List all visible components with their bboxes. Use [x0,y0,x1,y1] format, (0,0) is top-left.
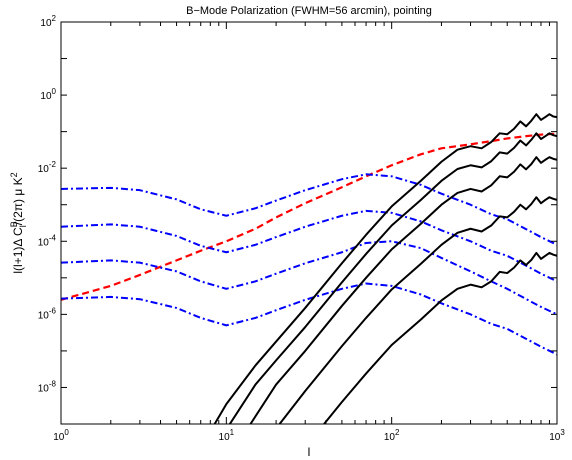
ticks-layer: 100 101 102 103 10-8 10-6 10-4 10-2 100 102 [38,14,566,443]
x-tick-label: 101 [219,428,235,443]
y-tick-label: 10-8 [38,379,57,394]
x-tick-label: 102 [384,428,400,443]
series-line-black-solid-9 [323,251,557,424]
y-axis-label-part2: /(2π) μ K [11,177,25,225]
series-line-blue-dashdot-3 [61,240,557,316]
y-axis-label-part1: l(l+1) [11,247,25,274]
y-axis-label: l(l+1)Δ CBl/(2π) μ K2 [9,172,28,273]
series-line-blue-dashdot-1 [61,173,557,246]
chart-title: B−Mode Polarization (FWHM=56 arcmin), po… [186,5,432,17]
series-line-black-solid-7 [249,156,557,424]
y-axis-label-sup: B [9,221,19,227]
y-tick-label: 10-4 [38,233,57,248]
y-tick-label: 102 [40,14,56,29]
y-axis-label-delta: Δ C [11,227,25,247]
y-tick-label: 100 [40,87,56,102]
y-tick-label: 10-6 [38,306,57,321]
series-line-black-solid-8 [278,196,557,424]
series-line-blue-dashdot-2 [61,209,557,283]
y-axis-label-sq: 2 [9,172,19,177]
y-axis-label-sub: l [18,225,28,227]
series-line-black-solid-5 [213,113,557,424]
x-axis-label: l [308,445,311,459]
series-line-blue-dashdot-4 [61,282,557,356]
series-layer [61,113,557,424]
x-tick-label: 100 [53,428,69,443]
svg-text:l(l+1)Δ CBl/(2π) μ K2: l(l+1)Δ CBl/(2π) μ K2 [9,172,28,273]
series-line-black-solid-6 [229,132,557,424]
plot-frame [60,21,558,425]
series-line-red-dashed [61,132,557,301]
y-tick-label: 10-2 [38,160,57,175]
x-tick-label: 103 [549,428,565,443]
